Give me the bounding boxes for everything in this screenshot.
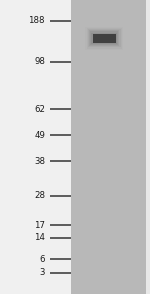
Text: 17: 17 [34,221,45,230]
Text: 188: 188 [28,16,45,25]
Text: 49: 49 [34,131,45,140]
Text: 28: 28 [34,191,45,200]
Text: 6: 6 [39,255,45,264]
Text: 98: 98 [34,57,45,66]
Bar [89,30,119,46]
Bar [87,28,122,49]
Bar [91,33,117,44]
Text: 14: 14 [34,233,45,242]
Text: 3: 3 [39,268,45,277]
Bar [0,0,70,294]
Bar [93,34,116,43]
Bar [146,0,150,294]
Bar [90,31,118,45]
Bar [88,29,121,47]
Bar [85,27,123,50]
Bar [70,0,146,294]
Text: 38: 38 [34,157,45,166]
Text: 62: 62 [34,105,45,114]
